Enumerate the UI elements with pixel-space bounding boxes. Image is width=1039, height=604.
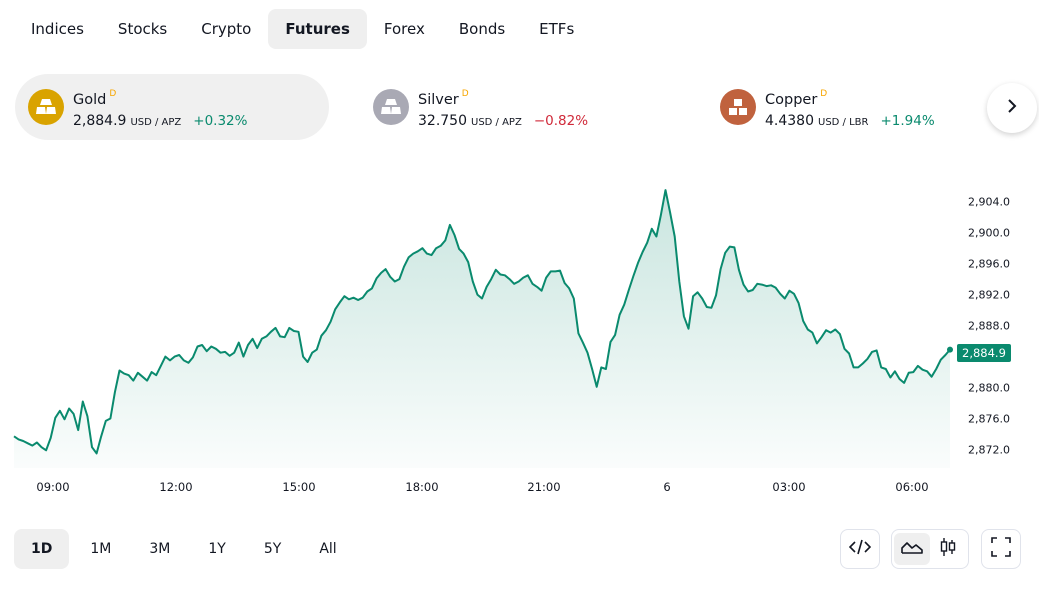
y-tick-label: 2,876.0 — [968, 413, 1010, 426]
market-tabs: Indices Stocks Crypto Futures Forex Bond… — [14, 9, 591, 49]
chevron-right-icon — [1006, 98, 1018, 118]
delayed-flag: D — [461, 89, 469, 99]
ticker-unit: USD / LBR — [818, 117, 869, 128]
chart-type-switcher — [891, 529, 969, 569]
x-tick-label: 06:00 — [895, 480, 928, 494]
tab-indices[interactable]: Indices — [31, 20, 84, 38]
tab-forex[interactable]: Forex — [383, 20, 425, 38]
tab-futures[interactable]: Futures — [268, 9, 367, 49]
code-icon — [848, 539, 872, 559]
candlestick-icon — [939, 537, 957, 561]
ticker-change: +1.94% — [880, 113, 935, 129]
ticker-change: −0.82% — [533, 113, 589, 129]
range-1y[interactable]: 1Y — [208, 541, 226, 557]
tab-crypto[interactable]: Crypto — [201, 20, 252, 38]
range-3m[interactable]: 3M — [149, 541, 171, 557]
time-range-selector: 1D 1M 3M 1Y 5Y All — [14, 529, 358, 569]
range-5y[interactable]: 5Y — [263, 541, 282, 557]
ticker-name: Silver — [418, 92, 459, 108]
price-area-fill — [14, 190, 950, 468]
fullscreen-icon — [991, 537, 1011, 561]
next-tickers-button[interactable] — [987, 83, 1037, 133]
ticker-price: 2,884.9 — [73, 113, 127, 129]
price-line — [13, 189, 951, 455]
tab-bonds[interactable]: Bonds — [458, 20, 506, 38]
candlestick-chart-button[interactable] — [930, 533, 966, 565]
x-tick-label: 03:00 — [772, 480, 805, 494]
tab-stocks[interactable]: Stocks — [117, 20, 168, 38]
y-tick-label: 2,904.0 — [968, 196, 1010, 209]
y-tick-label: 2,900.0 — [968, 227, 1010, 240]
price-chart[interactable]: 2,872.02,876.02,880.02,884.02,888.02,892… — [0, 160, 1039, 500]
ticker-card-copper[interactable]: Copper D 4.4380 USD / LBR +1.94% — [707, 74, 977, 140]
embed-button[interactable] — [840, 529, 880, 569]
copper-blocks-icon — [720, 89, 756, 125]
delayed-flag: D — [820, 89, 828, 99]
tab-etfs[interactable]: ETFs — [539, 20, 575, 38]
x-tick-label: 6 — [663, 480, 670, 494]
ticker-card-silver[interactable]: Silver D 32.750 USD / APZ −0.82% — [360, 74, 660, 140]
ticker-change: +0.32% — [193, 113, 248, 129]
ticker-price: 32.750 — [418, 113, 467, 129]
range-all[interactable]: All — [319, 541, 337, 557]
area-chart-icon — [901, 539, 923, 559]
x-tick-label: 12:00 — [159, 480, 192, 494]
last-price-dot — [947, 346, 953, 353]
silver-bars-icon — [373, 89, 409, 125]
ticker-unit: USD / APZ — [471, 117, 522, 128]
range-1m[interactable]: 1M — [90, 541, 112, 557]
ticker-price: 4.4380 — [765, 113, 814, 129]
ticker-unit: USD / APZ — [130, 117, 182, 128]
range-1d[interactable]: 1D — [14, 529, 70, 569]
ticker-name: Copper — [765, 92, 818, 108]
x-tick-label: 09:00 — [36, 480, 69, 494]
last-price-badge: 2,884.9 — [957, 344, 1011, 362]
fullscreen-button[interactable] — [981, 529, 1021, 569]
gold-bars-icon — [28, 89, 64, 125]
x-tick-label: 15:00 — [282, 480, 315, 494]
y-tick-label: 2,880.0 — [968, 382, 1010, 395]
ticker-card-gold[interactable]: Gold D 2,884.9 USD / APZ +0.32% — [15, 74, 329, 140]
y-tick-label: 2,888.0 — [968, 320, 1010, 333]
y-tick-label: 2,872.0 — [968, 444, 1010, 457]
area-chart-button[interactable] — [894, 533, 930, 565]
ticker-name: Gold — [73, 92, 107, 108]
delayed-flag: D — [109, 89, 117, 99]
y-tick-label: 2,896.0 — [968, 258, 1010, 271]
x-tick-label: 21:00 — [527, 480, 560, 494]
y-tick-label: 2,892.0 — [968, 289, 1010, 302]
x-tick-label: 18:00 — [405, 480, 438, 494]
